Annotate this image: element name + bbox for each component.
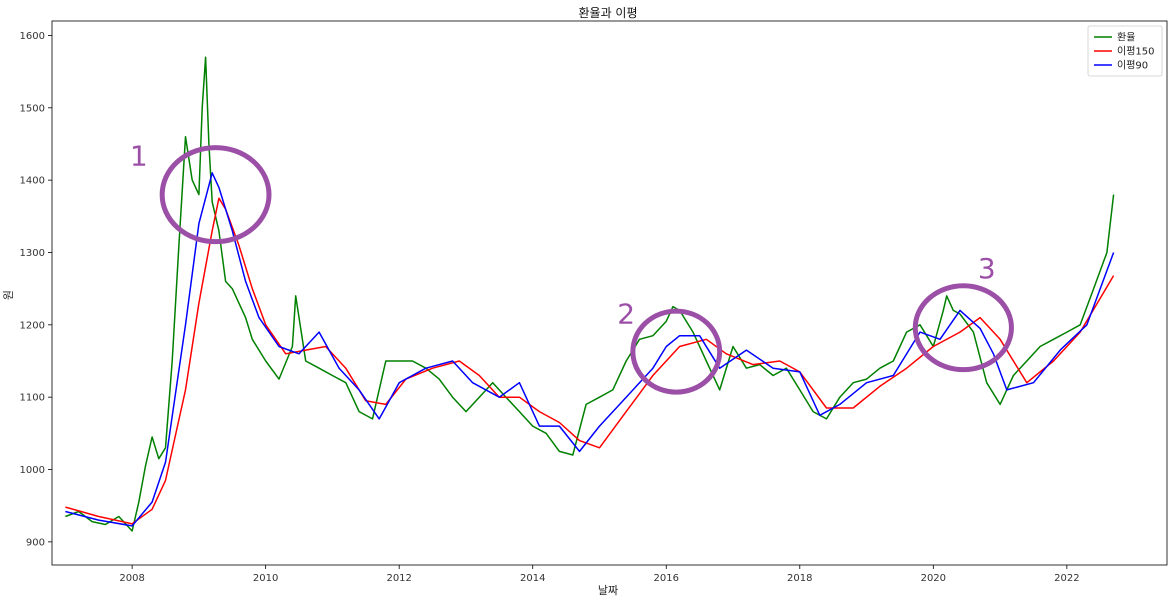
plot-area <box>51 20 1168 566</box>
annotation-group: 1 2 3 <box>130 140 1014 395</box>
annotation-circle-2 <box>630 308 723 395</box>
plot-frame <box>51 20 1168 566</box>
annotation-circle-1 <box>159 145 272 245</box>
series-line-ma150 <box>65 197 1115 525</box>
legend-box <box>1087 25 1163 77</box>
y-tick-label: 1600 <box>20 31 45 42</box>
x-tick-label: 2018 <box>787 573 812 584</box>
x-axis-label: 날짜 <box>598 584 618 597</box>
series-group <box>65 56 1115 532</box>
annotation-label-2: 2 <box>617 297 635 330</box>
y-tick-label: 1300 <box>20 248 45 259</box>
y-axis: 900 1000 1100 1200 1300 1400 1500 1600 <box>20 31 52 548</box>
y-tick-label: 1100 <box>20 393 45 404</box>
chart-title: 환율과 이평 <box>578 6 637 20</box>
annotation-circle-3 <box>912 283 1014 373</box>
y-tick-label: 1000 <box>20 465 45 476</box>
x-axis: 2008 2010 2012 2014 2016 2018 2020 2022 <box>119 565 1080 584</box>
y-tick-label: 1500 <box>20 103 45 114</box>
x-tick-label: 2008 <box>119 573 144 584</box>
x-tick-label: 2010 <box>253 573 278 584</box>
legend-entry: 이평90 <box>1117 60 1148 72</box>
x-tick-label: 2016 <box>654 573 679 584</box>
y-tick-label: 900 <box>26 537 45 548</box>
x-tick-label: 2022 <box>1054 573 1079 584</box>
series-line-ma90 <box>65 172 1115 527</box>
series-line-rate <box>65 56 1115 532</box>
x-tick-label: 2014 <box>520 573 545 584</box>
y-tick-label: 1200 <box>20 320 45 331</box>
y-tick-label: 1400 <box>20 176 45 187</box>
annotation-label-1: 1 <box>130 140 148 173</box>
legend-entry: 이평150 <box>1117 46 1155 58</box>
annotation-label-3: 3 <box>978 252 996 285</box>
y-axis-label: 원 <box>2 290 15 300</box>
x-tick-label: 2012 <box>386 573 411 584</box>
x-tick-label: 2020 <box>921 573 946 584</box>
legend-entry: 환율 <box>1117 32 1135 44</box>
